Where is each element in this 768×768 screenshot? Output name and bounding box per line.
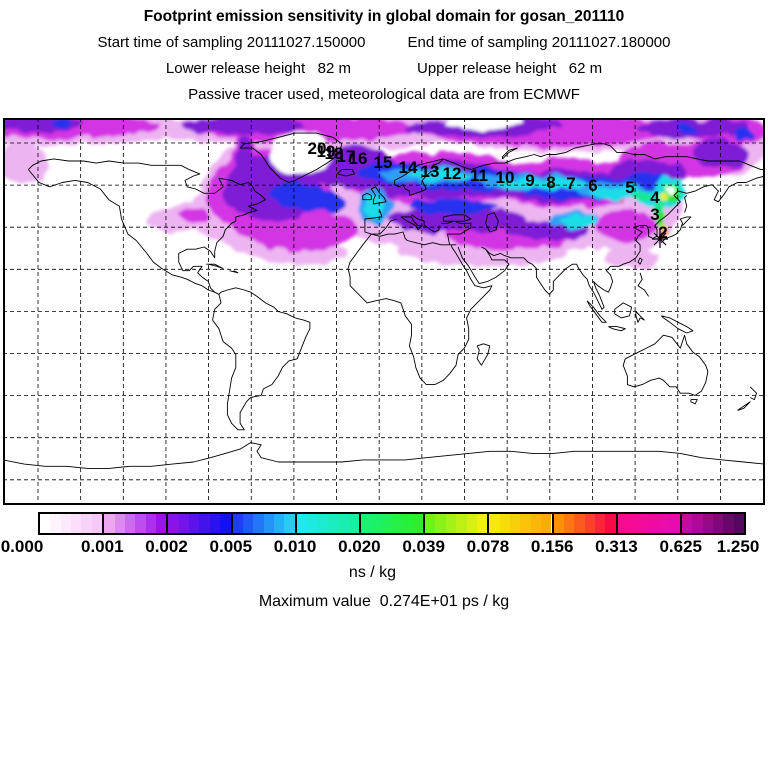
colorbar-tick-label: 0.078 xyxy=(466,537,510,556)
colorbar-segment xyxy=(40,514,103,533)
sampling-times-line: Start time of sampling 20111027.150000 E… xyxy=(0,33,768,53)
colorbar-tick-label: 0.002 xyxy=(145,537,188,556)
colorbar-tick-label: 0.156 xyxy=(530,537,574,556)
trajectory-hour-label: 10 xyxy=(496,168,515,187)
colorbar-segment xyxy=(230,514,295,533)
upper-release-height-text: Upper release height 62 m xyxy=(417,60,603,77)
colorbar-tick-label: 0.000 xyxy=(0,537,44,556)
colorbar-segment xyxy=(423,514,488,533)
colorbar-tick-label: 0.039 xyxy=(402,537,445,556)
colorbar-segment xyxy=(615,514,680,533)
trajectory-hour-label: 5 xyxy=(625,178,634,197)
end-time-text: End time of sampling 20111027.180000 xyxy=(407,34,671,51)
colorbar-tick-labels: 0.000 0.001 0.002 0.005 0.010 0.020 0.039 0.078… xyxy=(0,537,768,557)
colorbar-segment xyxy=(358,514,424,533)
colorbar-tick-label: 1.250 xyxy=(716,537,760,556)
colorbar-segment xyxy=(679,514,745,533)
trajectory-hour-label: 12 xyxy=(443,164,462,183)
trajectory-hour-label: 15 xyxy=(374,153,393,172)
colorbar-segment xyxy=(166,514,231,533)
trajectory-hour-label: 16 xyxy=(349,149,368,168)
trajectory-hour-label: 3 xyxy=(650,205,659,224)
trajectory-hour-label: 18 xyxy=(325,144,344,163)
maximum-value-label: Maximum value 0.274E+01 ps / kg xyxy=(258,593,510,610)
trajectory-hour-label: 7 xyxy=(566,174,575,193)
coastlines xyxy=(3,132,765,469)
colorbar-tick-label: 0.020 xyxy=(338,537,381,556)
colorbar-units-label: ns / kg xyxy=(348,564,397,581)
page-title: Footprint emission sensitivity in global… xyxy=(143,8,625,25)
lower-release-height-text: Lower release height 82 m xyxy=(165,60,351,77)
trajectory-hour-label: 13 xyxy=(421,162,440,181)
trajectory-hour-label: 2 xyxy=(658,223,667,242)
footprint-layer xyxy=(3,118,765,268)
trajectory-hour-label: 14 xyxy=(399,158,418,177)
graticule-gridlines xyxy=(3,118,765,505)
trajectory-hour-label: 8 xyxy=(546,173,555,192)
colorbar-segment xyxy=(102,514,167,533)
release-heights-line: Lower release height 82 m Upper release … xyxy=(0,59,768,79)
map-frame xyxy=(3,118,765,505)
trajectory-hour-label: 19 xyxy=(317,142,336,161)
trajectory-hour-label: 9 xyxy=(525,171,534,190)
colorbar-segment xyxy=(294,514,359,533)
colorbar xyxy=(38,512,746,535)
colorbar-tick-label: 0.313 xyxy=(595,537,638,556)
trajectory-hour-label: 11 xyxy=(470,166,488,185)
tracer-info-text: Passive tracer used, meteorological data… xyxy=(188,86,580,103)
start-time-text: Start time of sampling 20111027.150000 xyxy=(97,34,366,51)
colorbar-tick-label: 0.625 xyxy=(659,537,702,556)
colorbar-tick-label: 0.001 xyxy=(80,537,124,556)
colorbar-tick-label: 0.010 xyxy=(273,537,317,556)
source-marker-icon xyxy=(652,230,668,248)
trajectory-hour-label: 4 xyxy=(650,188,660,207)
trajectory-hour-label: 17 xyxy=(337,147,356,166)
colorbar-segment xyxy=(487,514,552,533)
trajectory-hour-label: 6 xyxy=(588,176,597,195)
trajectory-hour-label: 20 xyxy=(308,139,327,158)
colorbar-tick-label: 0.005 xyxy=(209,537,253,556)
colorbar-segment xyxy=(551,514,616,533)
